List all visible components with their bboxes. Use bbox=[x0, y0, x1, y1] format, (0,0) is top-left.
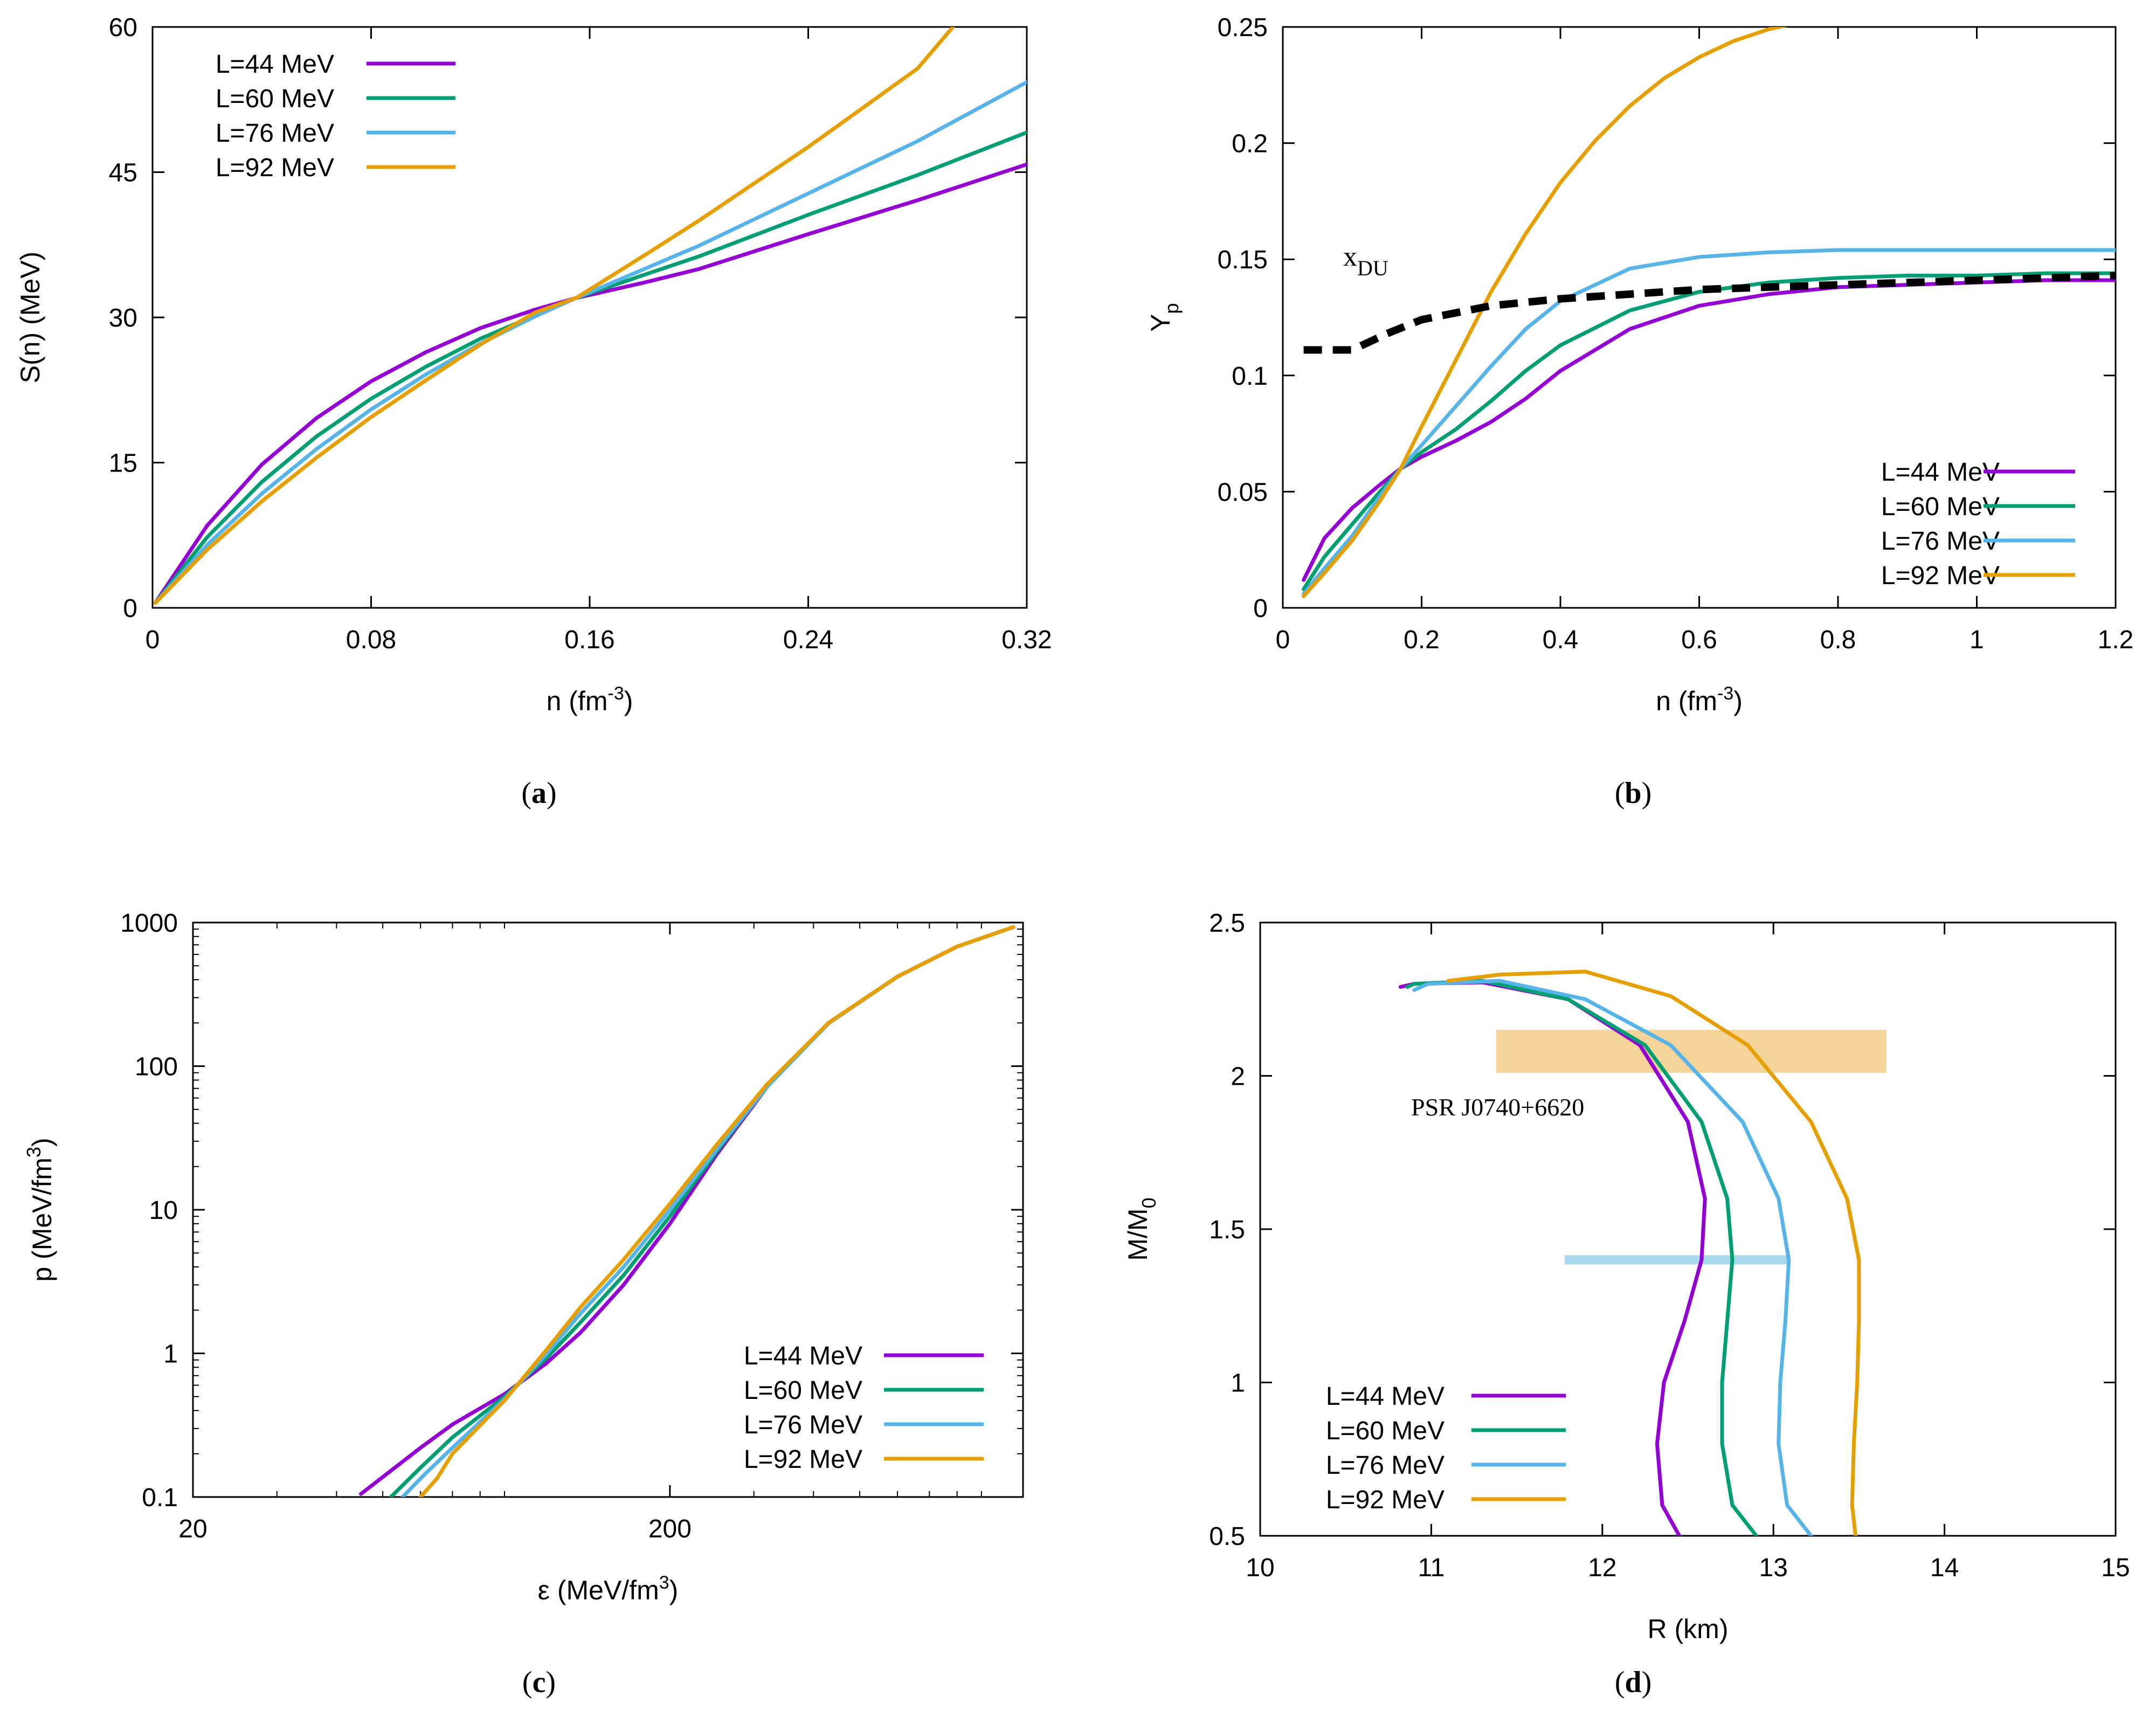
x-tick-label-b: 1 bbox=[1970, 626, 1984, 654]
panel-c: 20 200 0.1 1 10 100 1000 ε (MeV/fm3) p (MeV/fm3)… bbox=[23, 909, 1024, 1699]
x-tick-label-d: 11 bbox=[1418, 1554, 1445, 1582]
y-tick-label-b: 0.15 bbox=[1218, 246, 1268, 274]
y-tick-label-a: 0 bbox=[123, 594, 137, 623]
series-line-d-3 bbox=[1446, 969, 1861, 1536]
plot-frame-a bbox=[151, 26, 1028, 609]
series-line-c-0 bbox=[359, 925, 1015, 1496]
panel-caption-b: (b) bbox=[1615, 777, 1651, 810]
x-axis-label-b: n (fm-3) bbox=[1656, 683, 1743, 716]
y-axis-label-d: M/M0 bbox=[1123, 1197, 1160, 1260]
legend-label-b: L=60 MeV bbox=[1881, 493, 2000, 521]
legend-label-d: L=60 MeV bbox=[1326, 1417, 1445, 1445]
series-line-a-3 bbox=[153, 27, 955, 605]
band-d-1 bbox=[1564, 1255, 1787, 1265]
y-tick-label-a: 15 bbox=[109, 449, 137, 478]
y-tick-label-b: 0.05 bbox=[1218, 478, 1268, 507]
y-tick-label-c: 1000 bbox=[120, 909, 178, 938]
y-tick-label-b: 0.25 bbox=[1218, 13, 1268, 42]
x-tick-label-a: 0.16 bbox=[564, 626, 614, 654]
legend-label-d: L=92 MeV bbox=[1326, 1486, 1445, 1514]
y-tick-label-b: 0.2 bbox=[1232, 130, 1268, 158]
legend-label-a: L=44 MeV bbox=[216, 50, 334, 79]
series-line-a-0 bbox=[153, 162, 1027, 605]
legend-label-d: L=44 MeV bbox=[1326, 1382, 1445, 1411]
legend-label-a: L=60 MeV bbox=[216, 85, 334, 113]
x-axis-label-c: ε (MeV/fm3) bbox=[538, 1572, 679, 1605]
x-tick-label-b: 0.8 bbox=[1820, 626, 1856, 654]
y-tick-label-c: 0.1 bbox=[142, 1484, 178, 1512]
y-tick-label-a: 45 bbox=[109, 159, 137, 188]
panel-caption-c: (c) bbox=[522, 1666, 556, 1699]
series-line-d-2 bbox=[1412, 979, 1813, 1536]
x-axis-label-d: R (km) bbox=[1648, 1614, 1729, 1644]
legend-label-c: L=76 MeV bbox=[744, 1411, 862, 1439]
panel-d: 10 11 12 13 14 15 0.5 1 1.5 2 2.5 R (km) M/M0 L=44 Me… bbox=[1123, 909, 2130, 1699]
x-tick-label-c: 200 bbox=[648, 1515, 692, 1543]
y-axis-label-c: p (MeV/fm3) bbox=[23, 1138, 57, 1281]
x-tick-label-b: 0.2 bbox=[1404, 626, 1440, 654]
y-tick-label-a: 60 bbox=[109, 13, 137, 42]
x-tick-label-b: 0.4 bbox=[1543, 626, 1579, 654]
series-group-d bbox=[1398, 969, 1861, 1536]
psr-annotation: PSR J0740+6620 bbox=[1411, 1093, 1584, 1121]
series-group-c bbox=[359, 925, 1015, 1497]
series-group-a bbox=[153, 27, 1027, 605]
series-line-b-2 bbox=[1302, 248, 2116, 596]
panel-caption-a: (a) bbox=[521, 777, 556, 810]
legend-label-a: L=76 MeV bbox=[216, 119, 334, 148]
y-tick-label-a: 30 bbox=[109, 304, 137, 332]
x-tick-label-d: 10 bbox=[1246, 1554, 1274, 1582]
y-tick-label-d: 1.5 bbox=[1209, 1216, 1245, 1244]
panel-b: 0 0.2 0.4 0.6 0.8 1 1.2 0 0.05 0.1 0.15 0.2 0.25 n (f… bbox=[1145, 13, 2133, 810]
legend-label-b: L=44 MeV bbox=[1881, 458, 2000, 487]
x-tick-label-a: 0.08 bbox=[346, 626, 396, 654]
legend-label-c: L=44 MeV bbox=[744, 1342, 862, 1370]
y-tick-label-b: 0.1 bbox=[1232, 362, 1268, 391]
x-tick-label-b: 0.6 bbox=[1681, 626, 1717, 654]
series-line-b-3 bbox=[1302, 27, 1788, 598]
series-line-a-1 bbox=[153, 130, 1027, 605]
x-tick-label-a: 0.24 bbox=[783, 626, 833, 654]
y-axis-label-a: S(n) (MeV) bbox=[15, 252, 45, 383]
xdu-annotation: xDU bbox=[1343, 241, 1388, 280]
x-tick-label-b: 1.2 bbox=[2098, 626, 2134, 654]
x-tick-label-d: 15 bbox=[2101, 1554, 2130, 1582]
series-group-b bbox=[1302, 27, 2116, 598]
x-tick-label-a: 0 bbox=[146, 626, 160, 654]
y-tick-label-d: 2.5 bbox=[1209, 909, 1245, 938]
legend-label-b: L=76 MeV bbox=[1881, 527, 2000, 556]
legend-label-d: L=76 MeV bbox=[1326, 1451, 1445, 1480]
x-tick-label-d: 14 bbox=[1930, 1554, 1959, 1582]
panel-caption-d: (d) bbox=[1615, 1666, 1651, 1699]
x-tick-label-c: 20 bbox=[178, 1515, 207, 1543]
y-tick-label-b: 0 bbox=[1253, 594, 1268, 623]
plot-frame-c bbox=[192, 921, 1024, 1498]
x-tick-label-a: 0.32 bbox=[1001, 626, 1052, 654]
y-tick-label-d: 1 bbox=[1231, 1369, 1245, 1398]
y-tick-label-c: 10 bbox=[149, 1196, 178, 1225]
series-line-b-xdu bbox=[1303, 272, 2116, 354]
series-line-c-1 bbox=[389, 925, 1015, 1497]
legend-label-c: L=60 MeV bbox=[744, 1376, 862, 1405]
y-tick-label-d: 2 bbox=[1231, 1063, 1245, 1091]
legend-label-b: L=92 MeV bbox=[1881, 562, 2000, 590]
legend-label-c: L=92 MeV bbox=[744, 1445, 862, 1474]
y-tick-label-c: 1 bbox=[163, 1340, 178, 1369]
x-tick-label-b: 0 bbox=[1276, 626, 1290, 654]
panel-a: 0 0.08 0.16 0.24 0.32 0 15 30 45 60 n (fm-3) S(n) (… bbox=[15, 13, 1052, 810]
y-tick-label-d: 0.5 bbox=[1209, 1522, 1245, 1551]
x-tick-label-d: 13 bbox=[1759, 1554, 1788, 1582]
legend-label-a: L=92 MeV bbox=[216, 154, 334, 182]
series-line-c-3 bbox=[418, 925, 1015, 1497]
x-tick-label-d: 12 bbox=[1588, 1554, 1616, 1582]
series-line-b-1 bbox=[1302, 271, 2116, 591]
y-tick-label-c: 100 bbox=[135, 1053, 178, 1082]
x-axis-label-a: n (fm-3) bbox=[547, 683, 633, 716]
y-axis-label-b: Yp bbox=[1145, 303, 1183, 331]
